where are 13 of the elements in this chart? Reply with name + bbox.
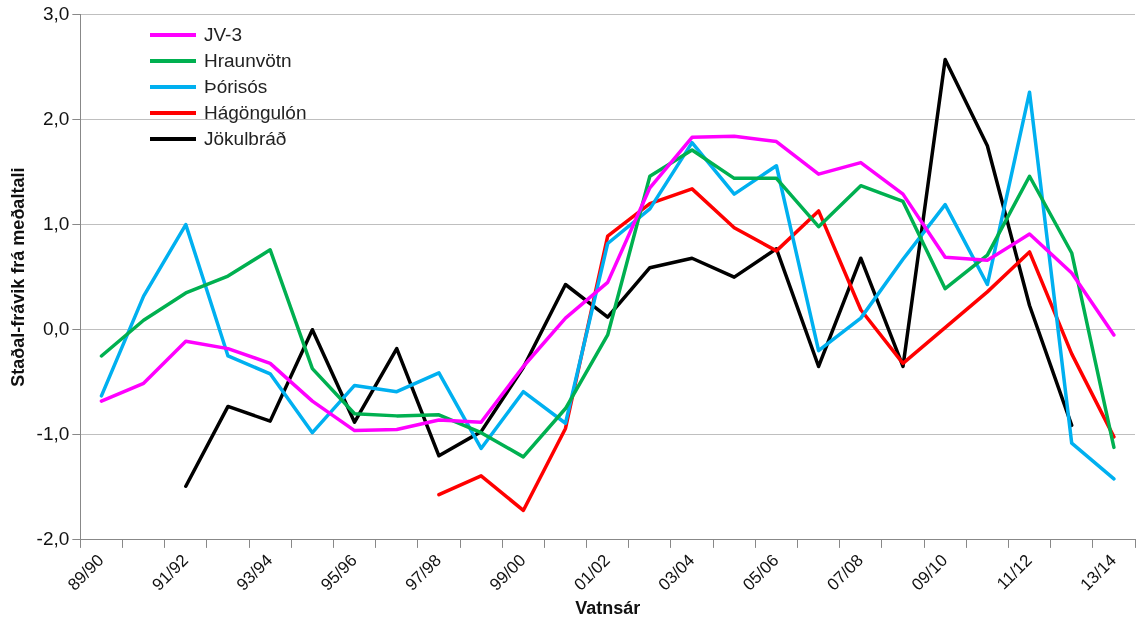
legend-label: Hágöngulón xyxy=(204,102,307,124)
y-tick-label: 1,0 xyxy=(42,212,70,234)
y-tick-label: -1,0 xyxy=(36,423,70,445)
y-tick-label: -2,0 xyxy=(36,528,70,550)
y-tick-label: 3,0 xyxy=(42,2,70,24)
legend-label: Jökulbráð xyxy=(204,128,287,150)
legend-label: JV-3 xyxy=(204,24,243,46)
legend-label: Hraunvötn xyxy=(204,50,292,72)
x-axis-title: Vatnsár xyxy=(575,598,641,619)
y-tick-label: 0,0 xyxy=(42,317,70,339)
y-axis-title: Staðal-frávik frá meðaltali xyxy=(7,167,28,387)
legend-label: Þórisós xyxy=(204,76,268,98)
y-tick-label: 2,0 xyxy=(42,107,70,129)
